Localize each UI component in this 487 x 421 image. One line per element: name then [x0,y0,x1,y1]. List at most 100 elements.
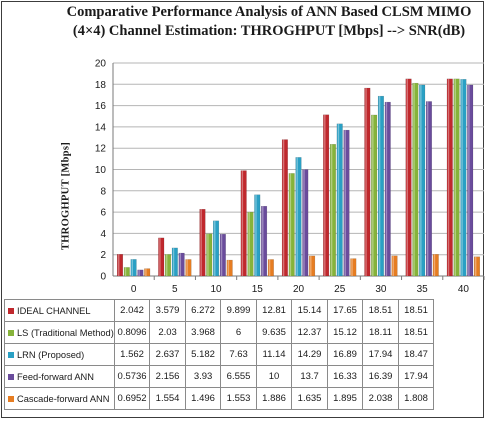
legend-swatch [8,330,14,337]
data-label: 1.895 [326,387,364,410]
bar [171,247,178,277]
bar [467,84,474,277]
data-label: 17.94 [397,365,435,388]
series-legend-cell: IDEAL CHANNEL [4,299,115,322]
bar-highlight [468,84,470,276]
y-tick-label: 10 [95,165,107,176]
x-tick-label: 15 [252,284,264,295]
bar [343,129,350,277]
bar-highlight [378,96,381,277]
bar [130,259,137,277]
bar-highlight [268,259,271,276]
bar-highlight [166,254,168,276]
bar-highlight [145,268,147,276]
bar [453,78,460,277]
bar [144,268,151,277]
bar-highlight [200,209,202,276]
bar-highlight [220,234,223,276]
legend-swatch [8,308,14,315]
y-tick-label: 0 [100,272,106,283]
data-label: 1.635 [291,387,328,410]
y-tick-label: 18 [95,80,107,91]
data-label: 6.555 [220,365,257,388]
bar-highlight [296,157,298,276]
data-label: 17.94 [362,343,399,366]
data-label: 15.12 [326,321,364,344]
bar-highlight [207,233,209,276]
data-label: 11.14 [255,343,293,366]
data-label: 12.37 [291,321,328,344]
bar-highlight [131,259,134,276]
bar-highlight [344,130,346,276]
bar [240,170,247,277]
data-label: 2.038 [362,387,399,410]
bar [377,95,384,277]
bar-highlight [214,220,216,276]
bar [295,157,302,277]
data-label: 18.47 [397,343,435,366]
bar-highlight [179,253,182,276]
data-label: 1.886 [255,387,293,410]
bar [473,256,480,277]
bar-highlight [310,255,312,276]
bar [446,78,453,277]
legend-swatch [8,352,14,359]
data-label: 2.637 [149,343,186,366]
legend-swatch [8,396,14,403]
data-label: 3.579 [149,299,186,322]
bar-highlight [186,259,188,276]
x-tick-label: 5 [172,284,178,295]
bar-highlight [303,169,305,276]
table-row: Feed-forward ANN 0.5736 2.156 3.93 6.555 10 13… [4,365,435,388]
bar-highlight [324,114,326,276]
data-label: 16.89 [326,343,364,366]
data-label: 18.51 [362,299,399,322]
data-label: 3.93 [184,365,222,388]
y-tick-label: 12 [95,144,107,155]
x-tick-label: 25 [334,284,346,295]
bar-highlight [372,114,374,276]
table-row: IDEAL CHANNEL 2.042 3.579 6.272 9.899 12.81 15… [4,299,435,322]
bar-highlight [289,173,292,276]
series-name: Feed-forward ANN [17,371,94,382]
series-name: LS (Traditional Method) [17,327,114,338]
bar-highlight [351,258,353,276]
series-legend-cell: Feed-forward ANN [4,365,115,388]
data-label: 9.635 [255,321,293,344]
bar-highlight [474,256,477,276]
data-label: 17.65 [326,299,364,322]
data-label: 3.968 [184,321,222,344]
bar-highlight [413,83,415,276]
bar-highlight [385,102,388,276]
bar [199,208,206,277]
bar [158,237,165,277]
bar [336,123,343,277]
chart-title-line-1: Comparative Performance Analysis of ANN … [66,4,472,20]
data-label: 2.042 [113,299,151,322]
data-label: 15.14 [291,299,328,322]
data-label: 12.81 [255,299,293,322]
chart-title: Comparative Performance Analysis of ANN … [54,3,484,41]
data-label: 18.51 [397,299,435,322]
bar-highlight [248,212,250,276]
bar [405,78,412,277]
table-row: Cascade-forward ANN 0.6952 1.554 1.496 1.553… [4,387,435,410]
bar [391,255,398,277]
bar [123,267,130,277]
bar-highlight [159,237,161,276]
data-label: 0.5736 [113,365,151,388]
y-tick-label: 16 [95,101,107,112]
bar [213,220,220,277]
bar [185,259,192,277]
data-label: 0.6952 [113,387,151,410]
data-label: 1.553 [220,387,257,410]
bar [165,254,172,277]
bar [323,114,330,277]
series-legend-cell: Cascade-forward ANN [4,387,115,410]
chart-title-line-2: (4×4) Channel Estimation: THROGHPUT [Mbp… [72,23,466,39]
bar [219,233,226,277]
data-label: 14.29 [291,343,328,366]
y-tick-label: 8 [100,186,106,197]
data-label: 1.808 [397,387,435,410]
bar-highlight [227,260,230,276]
